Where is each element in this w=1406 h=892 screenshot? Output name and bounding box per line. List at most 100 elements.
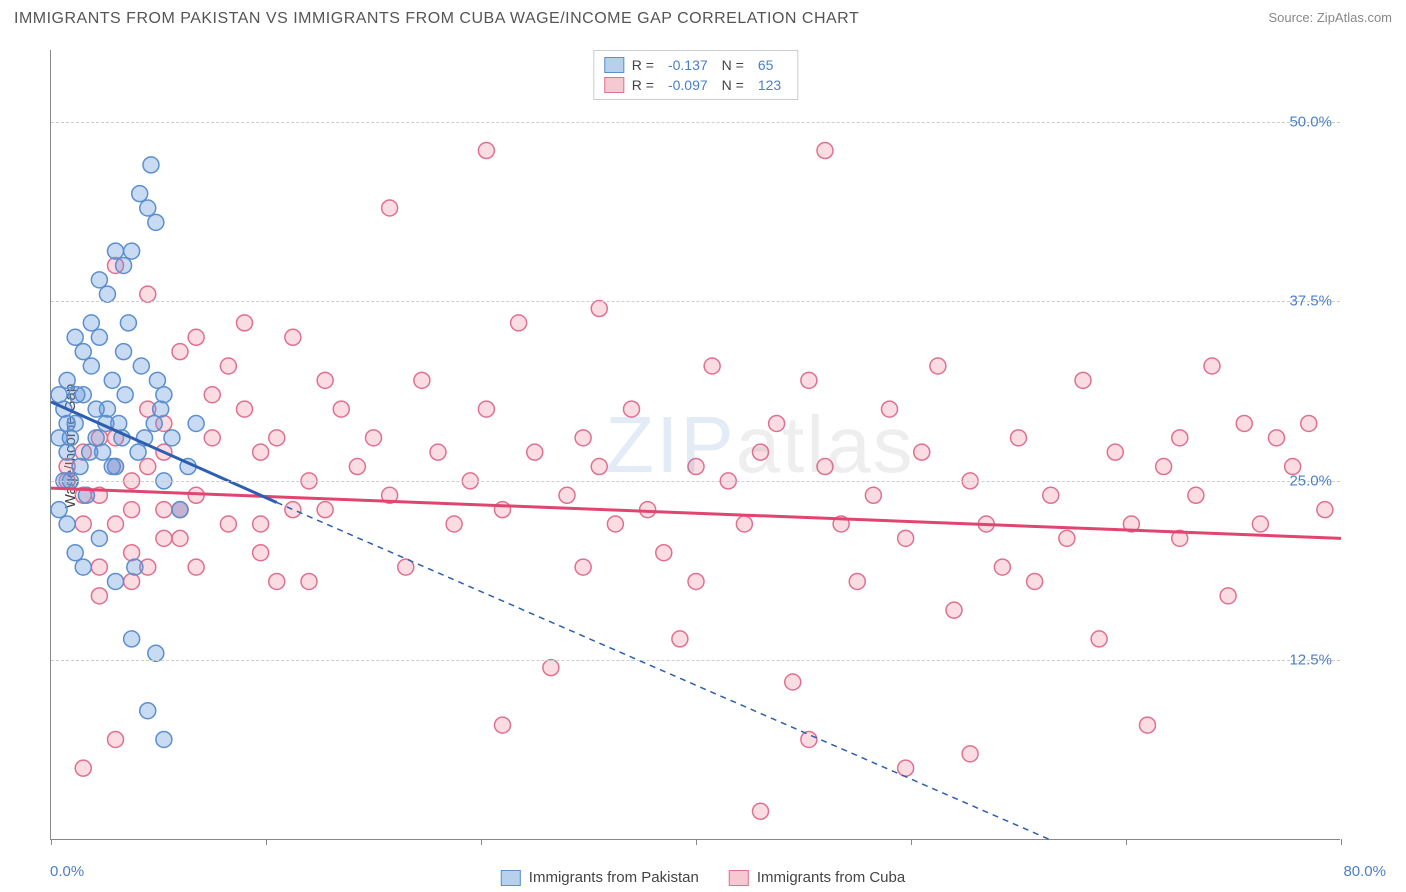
data-point	[108, 573, 124, 589]
data-point	[75, 559, 91, 575]
data-point	[1091, 631, 1107, 647]
data-point	[124, 502, 140, 518]
x-tick-label-max: 80.0%	[1343, 863, 1386, 880]
data-point	[62, 430, 78, 446]
data-point	[495, 717, 511, 733]
data-point	[83, 358, 99, 374]
data-point	[108, 243, 124, 259]
data-point	[72, 459, 88, 475]
data-point	[253, 516, 269, 532]
data-point	[1140, 717, 1156, 733]
n-label: N =	[722, 57, 744, 73]
data-point	[140, 286, 156, 302]
x-tick	[1126, 839, 1127, 845]
data-point	[91, 329, 107, 345]
data-point	[1188, 487, 1204, 503]
swatch-cuba-bottom	[729, 870, 749, 886]
scatter-plot-svg	[51, 50, 1340, 839]
legend-row-pakistan: R = -0.137 N = 65	[604, 55, 787, 75]
data-point	[91, 559, 107, 575]
data-point	[430, 444, 446, 460]
data-point	[51, 387, 67, 403]
data-point	[317, 372, 333, 388]
data-point	[108, 516, 124, 532]
x-tick	[481, 839, 482, 845]
data-point	[382, 200, 398, 216]
gridline	[51, 660, 1340, 661]
x-tick	[911, 839, 912, 845]
x-tick	[51, 839, 52, 845]
data-point	[1011, 430, 1027, 446]
data-point	[994, 559, 1010, 575]
data-point	[59, 444, 75, 460]
data-point	[591, 459, 607, 475]
data-point	[140, 200, 156, 216]
data-point	[914, 444, 930, 460]
data-point	[478, 143, 494, 159]
data-point	[1156, 459, 1172, 475]
data-point	[188, 415, 204, 431]
data-point	[59, 415, 75, 431]
data-point	[1172, 430, 1188, 446]
data-point	[82, 444, 98, 460]
data-point	[269, 573, 285, 589]
y-tick-label: 25.0%	[1289, 472, 1332, 489]
data-point	[204, 387, 220, 403]
data-point	[88, 430, 104, 446]
data-point	[785, 674, 801, 690]
series-legend: Immigrants from Pakistan Immigrants from…	[501, 869, 905, 886]
data-point	[99, 286, 115, 302]
data-point	[511, 315, 527, 331]
data-point	[333, 401, 349, 417]
series-name-pakistan: Immigrants from Pakistan	[529, 869, 699, 886]
data-point	[946, 602, 962, 618]
data-point	[366, 430, 382, 446]
data-point	[108, 731, 124, 747]
r-label: R =	[632, 57, 654, 73]
data-point	[153, 401, 169, 417]
data-point	[124, 631, 140, 647]
data-point	[753, 444, 769, 460]
data-point	[132, 186, 148, 202]
data-point	[140, 703, 156, 719]
data-point	[51, 502, 67, 518]
data-point	[543, 660, 559, 676]
data-point	[801, 372, 817, 388]
data-point	[116, 257, 132, 273]
data-point	[124, 573, 140, 589]
y-tick-label: 12.5%	[1289, 652, 1332, 669]
legend-item-pakistan: Immigrants from Pakistan	[501, 869, 699, 886]
x-tick	[696, 839, 697, 845]
data-point	[607, 516, 623, 532]
data-point	[688, 459, 704, 475]
data-point	[204, 430, 220, 446]
data-point	[237, 315, 253, 331]
data-point	[91, 530, 107, 546]
data-point	[188, 559, 204, 575]
data-point	[116, 344, 132, 360]
data-point	[188, 329, 204, 345]
data-point	[164, 430, 180, 446]
swatch-cuba	[604, 77, 624, 93]
data-point	[962, 746, 978, 762]
data-point	[220, 358, 236, 374]
data-point	[156, 530, 172, 546]
data-point	[91, 272, 107, 288]
data-point	[83, 315, 99, 331]
data-point	[156, 502, 172, 518]
data-point	[140, 459, 156, 475]
data-point	[849, 573, 865, 589]
n-value-pakistan: 65	[752, 57, 780, 73]
gridline	[51, 481, 1340, 482]
gridline	[51, 122, 1340, 123]
swatch-pakistan-bottom	[501, 870, 521, 886]
y-tick-label: 37.5%	[1289, 293, 1332, 310]
data-point	[172, 502, 188, 518]
data-point	[446, 516, 462, 532]
data-point	[120, 315, 136, 331]
data-point	[285, 329, 301, 345]
data-point	[1107, 444, 1123, 460]
data-point	[67, 329, 83, 345]
data-point	[801, 731, 817, 747]
r-value-pakistan: -0.137	[662, 57, 714, 73]
